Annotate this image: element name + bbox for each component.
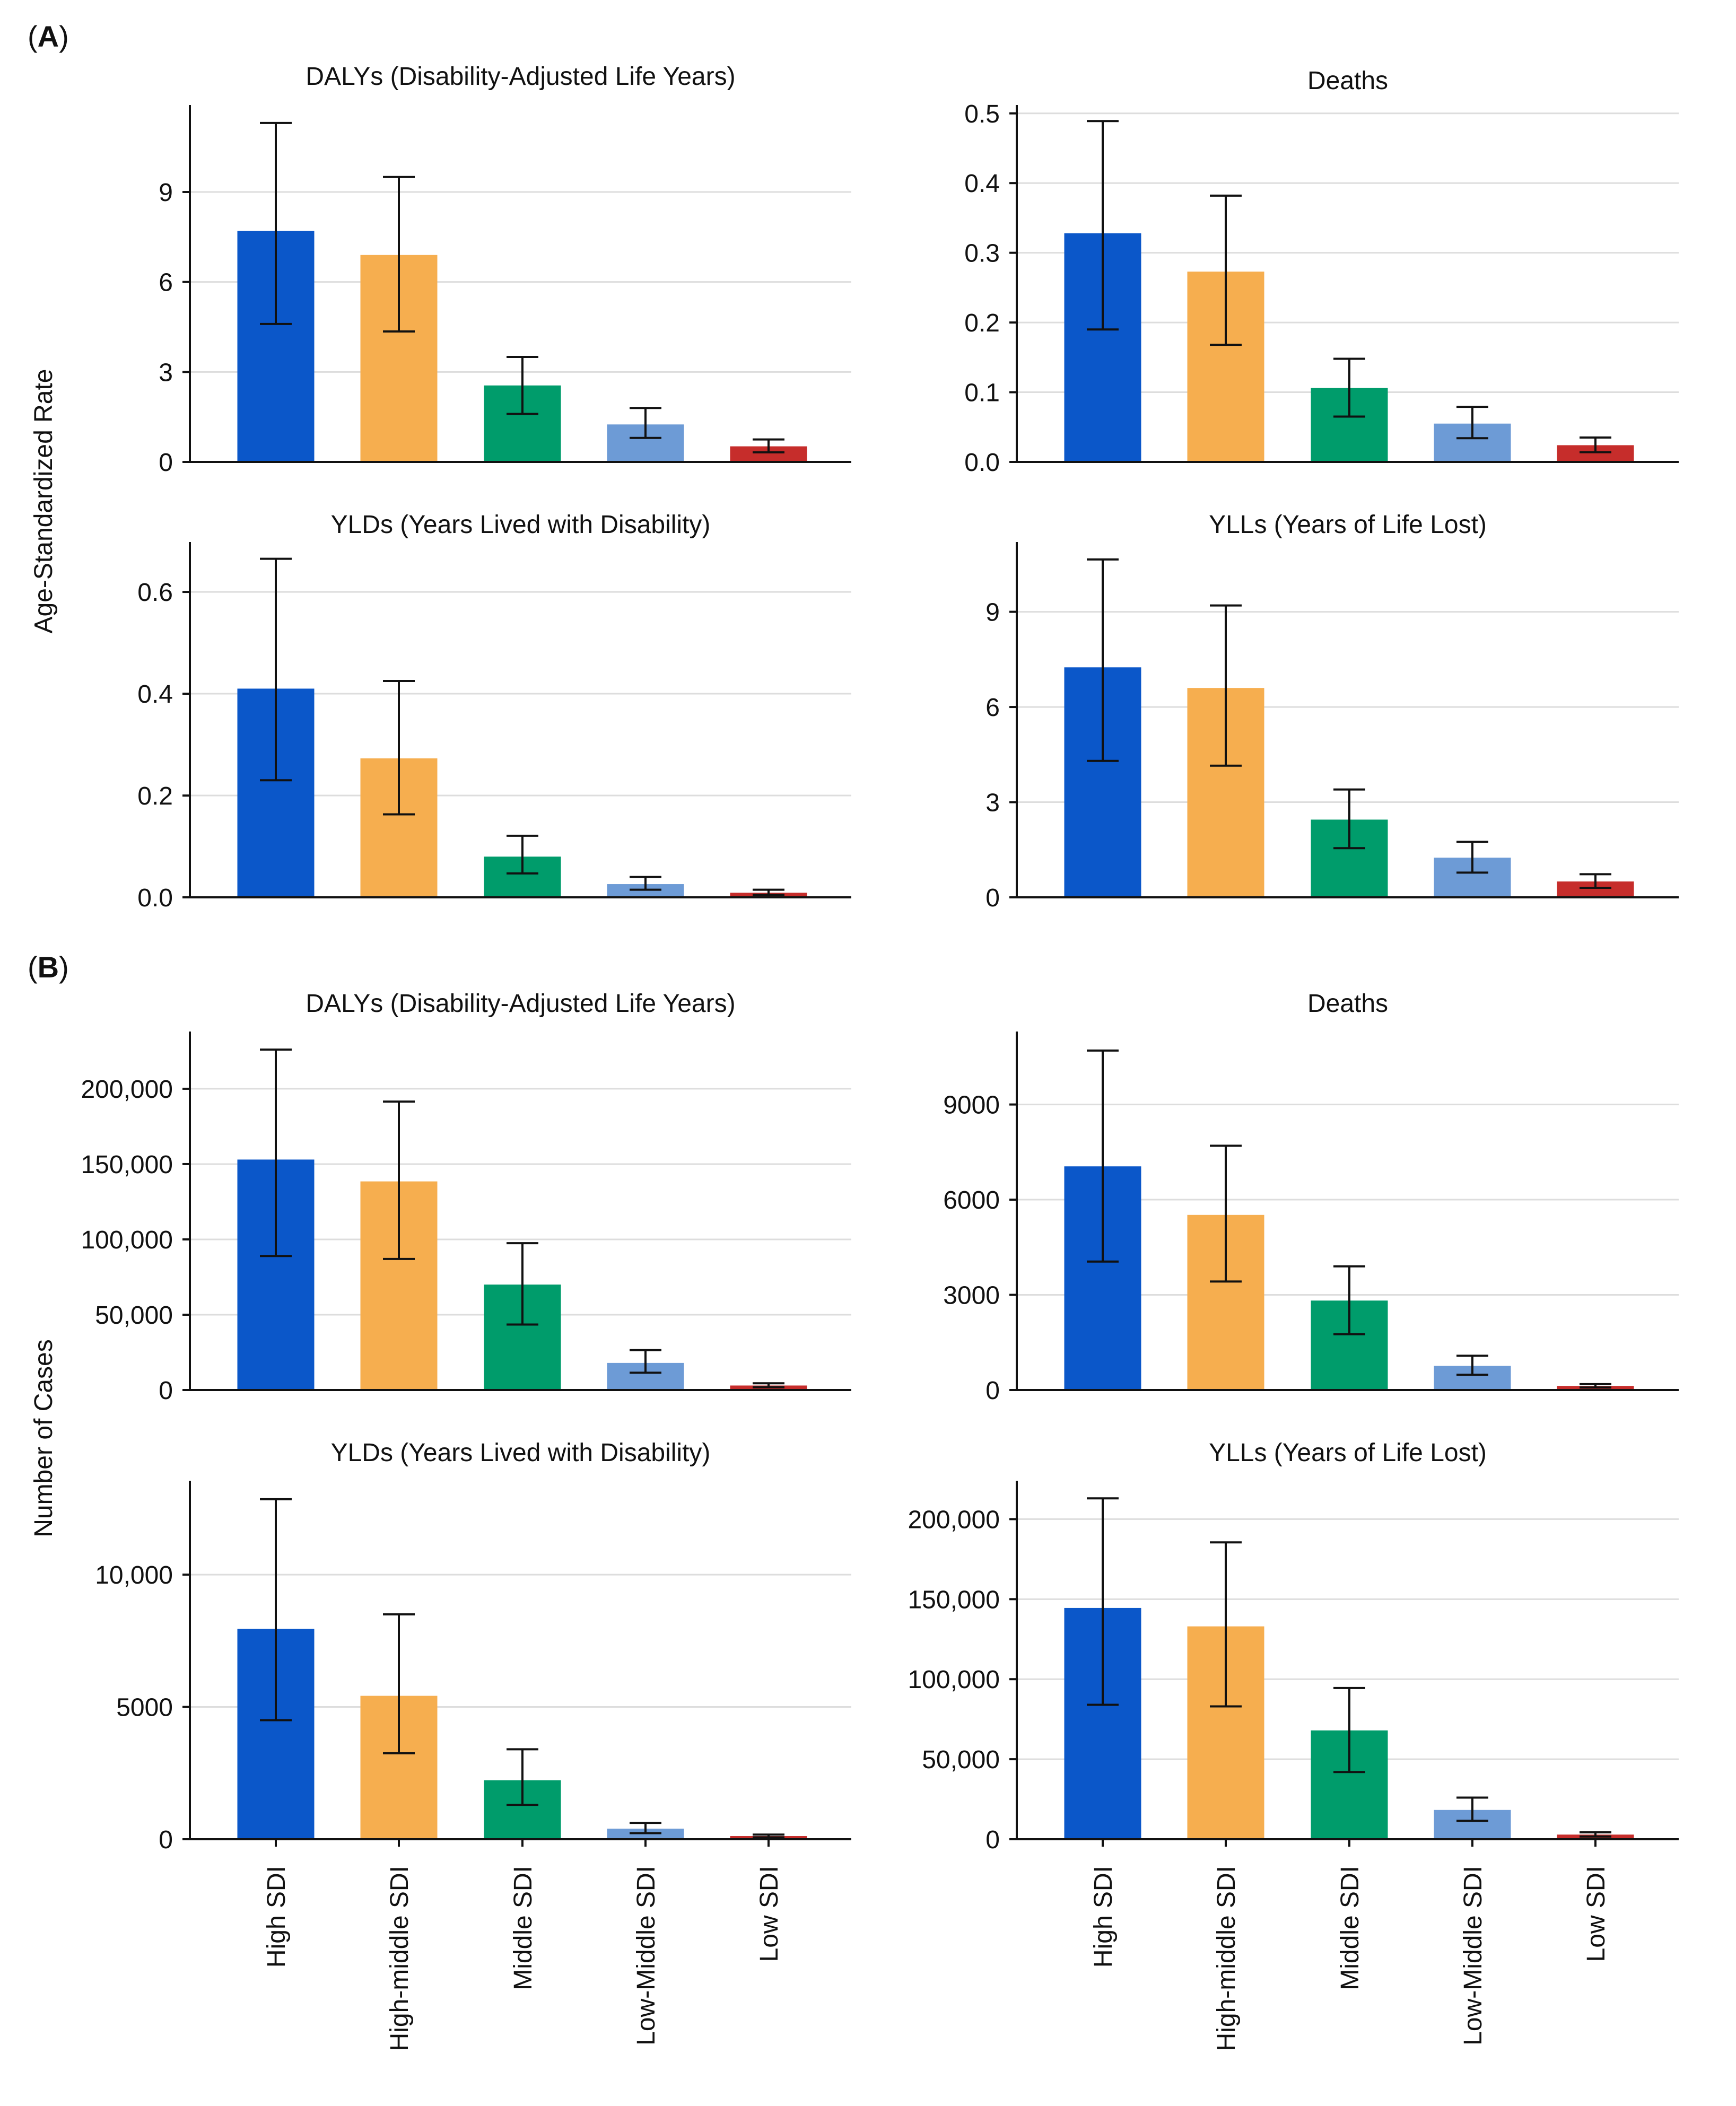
chart-title: YLDs (Years Lived with Disability) [331,1439,711,1467]
chart-4: YLLs (Years of Life Lost) 0 3 6 9 [985,511,1679,912]
y-axis-label-a: Age-Standardized Rate [30,369,58,634]
y-tick-label: 9 [159,179,173,207]
y-tick-label: 0.4 [964,170,1000,198]
chart-3: YLDs (Years Lived with Disability) 0.0 0.2… [137,511,851,912]
y-tick-label: 100,000 [908,1666,1000,1694]
y-tick-label: 0.0 [964,449,1000,477]
panel-label-a: (A) [28,20,69,53]
y-tick-label: 0.4 [137,680,173,709]
chart-title: YLDs (Years Lived with Disability) [331,511,711,539]
chart-7: YLDs (Years Lived with Disability) 0 5000 1… [95,1439,851,2051]
y-tick-label: 0.3 [964,240,1000,268]
x-tick-label: High SDI [263,1866,291,1968]
y-tick-label: 0 [159,1826,173,1854]
y-tick-label: 9 [985,599,1000,627]
chart-title: Deaths [1307,67,1388,95]
x-tick-label: Middle SDI [509,1866,537,1990]
chart-title: Deaths [1307,990,1388,1018]
x-tick-label: Low SDI [1582,1866,1610,1962]
y-tick-label: 6000 [943,1186,1000,1214]
panel-letter: B [38,950,59,984]
chart-6: Deaths 0 3000 6000 9000 [943,990,1679,1405]
y-tick-label: 0 [159,1377,173,1405]
y-tick-label: 6 [985,694,1000,722]
y-tick-label: 0.6 [137,579,173,607]
y-tick-label: 0.5 [964,100,1000,128]
y-tick-label: 0 [985,884,1000,912]
y-tick-label: 9000 [943,1091,1000,1120]
y-tick-label: 10,000 [95,1561,173,1589]
y-tick-label: 3 [159,359,173,387]
x-tick-label: Middle SDI [1336,1866,1364,1990]
y-tick-label: 150,000 [81,1151,173,1179]
chart-1: DALYs (Disability-Adjusted Life Years) 0 3… [159,63,851,477]
y-axis-label-b: Number of Cases [30,1339,58,1537]
y-tick-label: 200,000 [908,1506,1000,1534]
y-tick-label: 0.1 [964,379,1000,407]
y-tick-label: 200,000 [81,1076,173,1104]
y-tick-label: 100,000 [81,1226,173,1254]
y-tick-label: 0.2 [964,309,1000,337]
x-tick-label: High-middle SDI [1212,1866,1241,2051]
chart-2: Deaths 0.0 0.1 0.2 0.3 0.4 0.5 [964,67,1679,477]
x-tick-label: Low-Middle SDI [1459,1866,1487,2046]
charts-container: DALYs (Disability-Adjusted Life Years) 0 3… [81,63,1679,2051]
y-tick-label: 0 [985,1826,1000,1854]
y-tick-label: 0 [985,1377,1000,1405]
x-tick-label: Low-Middle SDI [632,1866,660,2046]
x-tick-label: High-middle SDI [386,1866,414,2051]
chart-title: YLLs (Years of Life Lost) [1209,511,1487,539]
y-tick-label: 6 [159,269,173,297]
y-tick-label: 0.2 [137,782,173,810]
chart-title: DALYs (Disability-Adjusted Life Years) [306,63,735,91]
y-tick-label: 3 [985,789,1000,817]
chart-5: DALYs (Disability-Adjusted Life Years) 0 5… [81,990,851,1405]
chart-8: YLLs (Years of Life Lost) 0 50,000 100,000 1… [908,1439,1679,2051]
panel-label-b: (B) [28,950,69,984]
y-tick-label: 50,000 [95,1301,173,1330]
x-tick-label: Low SDI [755,1866,783,1962]
y-tick-label: 0 [159,449,173,477]
chart-title: YLLs (Years of Life Lost) [1209,1439,1487,1467]
y-tick-label: 3000 [943,1282,1000,1310]
y-tick-label: 5000 [116,1694,173,1722]
panel-letter: A [38,20,59,53]
y-tick-label: 50,000 [922,1746,1000,1774]
y-tick-label: 0.0 [137,884,173,912]
chart-title: DALYs (Disability-Adjusted Life Years) [306,990,735,1018]
y-tick-label: 150,000 [908,1586,1000,1614]
x-tick-label: High SDI [1089,1866,1118,1968]
